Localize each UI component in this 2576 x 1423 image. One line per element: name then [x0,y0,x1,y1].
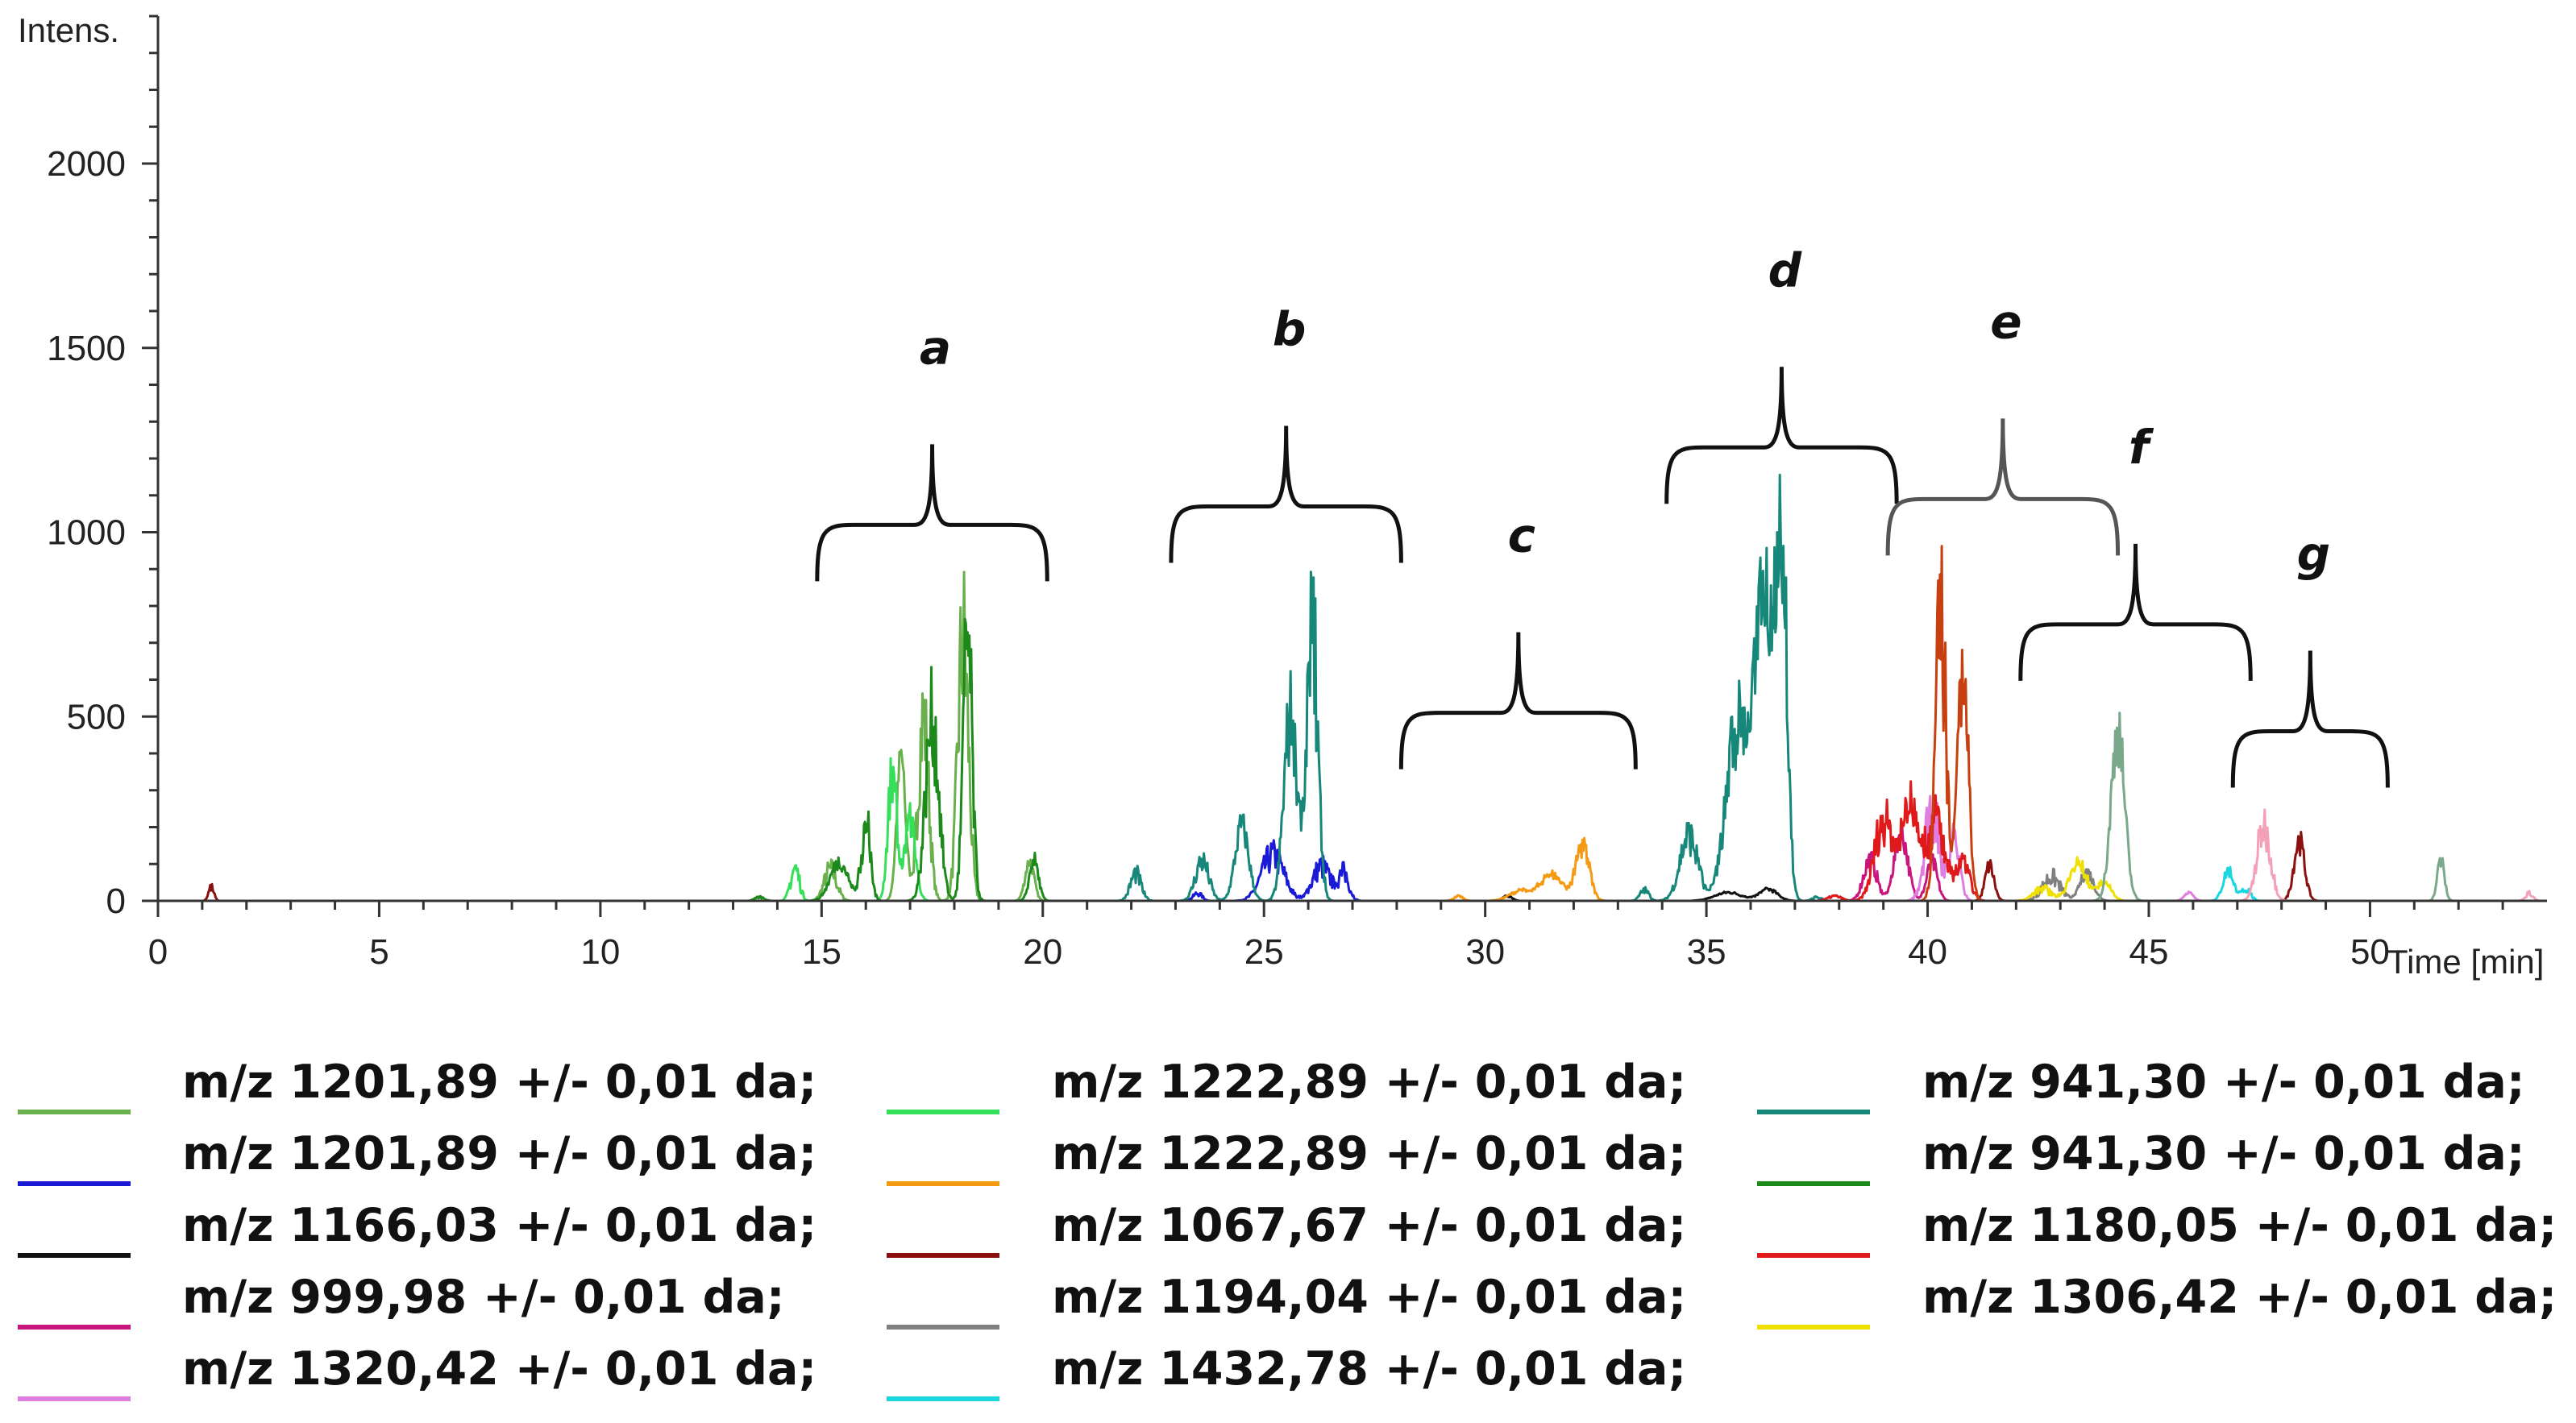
legend-label: m/z 1067,67 +/- 0,01 da; [1052,1199,1686,1252]
x-tick-label: 45 [2129,932,2169,972]
group-bracket [1885,418,2121,556]
x-tick-label: 40 [1908,932,1947,972]
x-tick-label: 20 [1023,932,1062,972]
x-tick-label: 25 [1244,932,1284,972]
legend-label: m/z 941,30 +/- 0,01 da; [1922,1127,2525,1180]
legend-label: m/z 1201,89 +/- 0,01 da; [182,1056,816,1109]
group-label: a [920,320,951,375]
legend-label: m/z 1320,42 +/- 0,01 da; [182,1342,816,1396]
group-label: g [2297,527,2331,582]
x-axis-title: Time [min] [2387,943,2544,981]
group-bracket [815,444,1049,582]
legend-label: m/z 1180,05 +/- 0,01 da; [1922,1199,2557,1252]
group-label: b [1273,301,1307,356]
x-tick-label: 0 [148,932,168,972]
legend-label: m/z 1222,89 +/- 0,01 da; [1052,1127,1686,1180]
group-bracket [1169,425,1403,563]
legend-label: m/z 999,98 +/- 0,01 da; [182,1271,785,1324]
legend-label: m/z 1166,03 +/- 0,01 da; [182,1199,816,1252]
y-tick-label: 0 [106,882,126,921]
y-tick-label: 1000 [47,513,126,553]
legend-label: m/z 1222,89 +/- 0,01 da; [1052,1056,1686,1109]
group-bracket [2230,650,2390,788]
legend-label: m/z 1201,89 +/- 0,01 da; [182,1127,816,1180]
x-tick-label: 30 [1465,932,1505,972]
x-tick-label: 10 [580,932,620,972]
legend-label: m/z 1194,04 +/- 0,01 da; [1052,1271,1686,1324]
group-label: c [1508,508,1535,563]
x-tick-label: 15 [802,932,841,972]
y-axis-title: Intens. [18,11,119,49]
y-tick-label: 1500 [47,329,126,368]
legend: m/z 1201,89 +/- 0,01 da; m/z 1201,89 +/- … [18,1056,2557,1401]
group-label: e [1990,294,2021,349]
x-tick-label: 35 [1687,932,1726,972]
legend-label: m/z 1432,78 +/- 0,01 da; [1052,1342,1686,1396]
x-tick-label: 5 [369,932,388,972]
x-tick-label: 50 [2350,932,2390,972]
y-tick-label: 500 [67,697,126,736]
group-bracket [1664,367,1899,504]
group-bracket [2018,543,2253,681]
group-label: d [1768,243,1802,297]
y-tick-label: 2000 [47,144,126,184]
legend-label: m/z 1306,42 +/- 0,01 da; [1922,1271,2557,1324]
group-bracket [1398,632,1638,770]
legend-label: m/z 941,30 +/- 0,01 da; [1922,1056,2525,1109]
